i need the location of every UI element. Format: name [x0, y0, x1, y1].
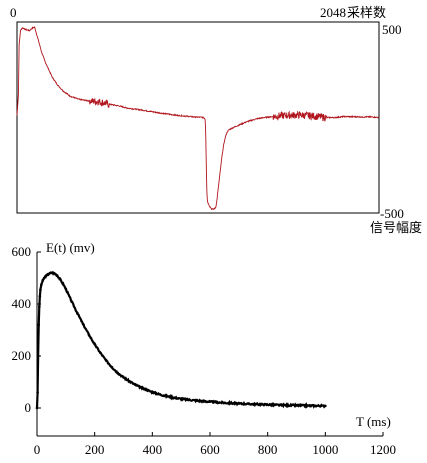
top-y-top-label: 500 — [382, 22, 402, 37]
bottom-data-point — [44, 274, 47, 278]
bottom-data-point — [55, 274, 59, 277]
top-x-start-label: 0 — [10, 5, 17, 20]
bottom-data-point — [139, 386, 143, 389]
bottom-data-point — [266, 403, 269, 406]
bottom-data-point — [70, 300, 73, 303]
top-x-end-label: 2048 — [320, 5, 346, 20]
bottom-data-point — [50, 271, 53, 275]
bottom-data-point — [42, 276, 46, 280]
bottom-data-point — [151, 390, 154, 394]
bottom-data-point — [104, 359, 108, 362]
top-signal-line — [16, 26, 380, 211]
bottom-data-point — [208, 400, 212, 404]
bottom-data-point — [116, 371, 120, 375]
bottom-data-point — [122, 376, 125, 379]
y-tick-label: 400 — [12, 296, 32, 311]
bottom-data-point — [81, 322, 85, 326]
bottom-data-point — [39, 288, 42, 292]
bottom-data-point — [76, 311, 79, 315]
bottom-data-point — [36, 354, 40, 358]
bottom-data-point — [223, 401, 226, 405]
bottom-data-point — [295, 404, 298, 407]
bottom-data-point — [237, 402, 241, 405]
bottom-data-point — [36, 391, 39, 394]
bottom-data-point — [40, 283, 43, 286]
bottom-signal-series — [35, 270, 327, 410]
top-plot-frame — [16, 21, 380, 214]
bottom-data-point — [194, 399, 197, 402]
bottom-data-point — [38, 305, 41, 308]
bottom-data-point — [61, 282, 65, 286]
bottom-data-point — [162, 394, 166, 397]
bottom-data-point — [133, 383, 137, 386]
y-tick-label: 600 — [12, 244, 32, 259]
x-tick-label: 200 — [85, 442, 105, 457]
bottom-data-point — [179, 397, 183, 401]
bottom-data-point — [93, 343, 96, 346]
bottom-data-point — [41, 279, 45, 282]
bottom-x-axis-label: T (ms) — [356, 414, 391, 429]
bottom-chart-title: E(t) (mv) — [46, 240, 95, 255]
bottom-data-point — [168, 395, 171, 399]
bottom-data-point — [127, 379, 131, 383]
x-tick-label: 1200 — [370, 442, 396, 457]
bottom-data-point — [309, 404, 313, 407]
bottom-signal-line — [35, 270, 327, 409]
bottom-data-point — [87, 333, 91, 336]
bottom-data-point — [58, 278, 62, 281]
bottom-data-point — [99, 351, 102, 355]
bottom-data-point — [145, 388, 148, 392]
top-y-bottom-label: -500 — [380, 206, 404, 221]
top-y-title: 信号幅度 — [370, 220, 422, 235]
bottom-data-point — [64, 287, 68, 291]
bottom-data-point — [110, 365, 114, 369]
x-tick-label: 400 — [143, 442, 163, 457]
bottom-ticks: 0 200 400 600 800 1000 1200 0 200 400 600 — [12, 244, 397, 457]
bottom-data-point — [251, 402, 255, 406]
bottom-data-point — [38, 294, 42, 298]
x-tick-label: 800 — [258, 442, 278, 457]
top-x-title: 采样数 — [347, 5, 386, 20]
bottom-data-point — [37, 323, 41, 327]
x-tick-label: 1000 — [312, 442, 338, 457]
top-signal-series — [16, 26, 380, 211]
bottom-panel: E(t) (mv) T (ms) 0 200 400 600 800 1000 1200 0 2… — [12, 240, 397, 457]
top-panel: 0 2048 采样数 500 -500 信号幅度 — [10, 5, 422, 235]
bottom-data-point — [280, 403, 284, 407]
bottom-data-point — [35, 406, 39, 410]
y-tick-label: 200 — [12, 348, 32, 363]
bottom-data-point — [156, 392, 160, 396]
bottom-data-point — [174, 396, 177, 400]
x-tick-label: 600 — [200, 442, 220, 457]
bottom-data-point — [53, 272, 56, 275]
x-tick-label: 0 — [34, 442, 41, 457]
bottom-data-point — [47, 272, 50, 276]
bottom-data-point — [324, 404, 327, 408]
y-tick-label: 0 — [25, 400, 32, 415]
